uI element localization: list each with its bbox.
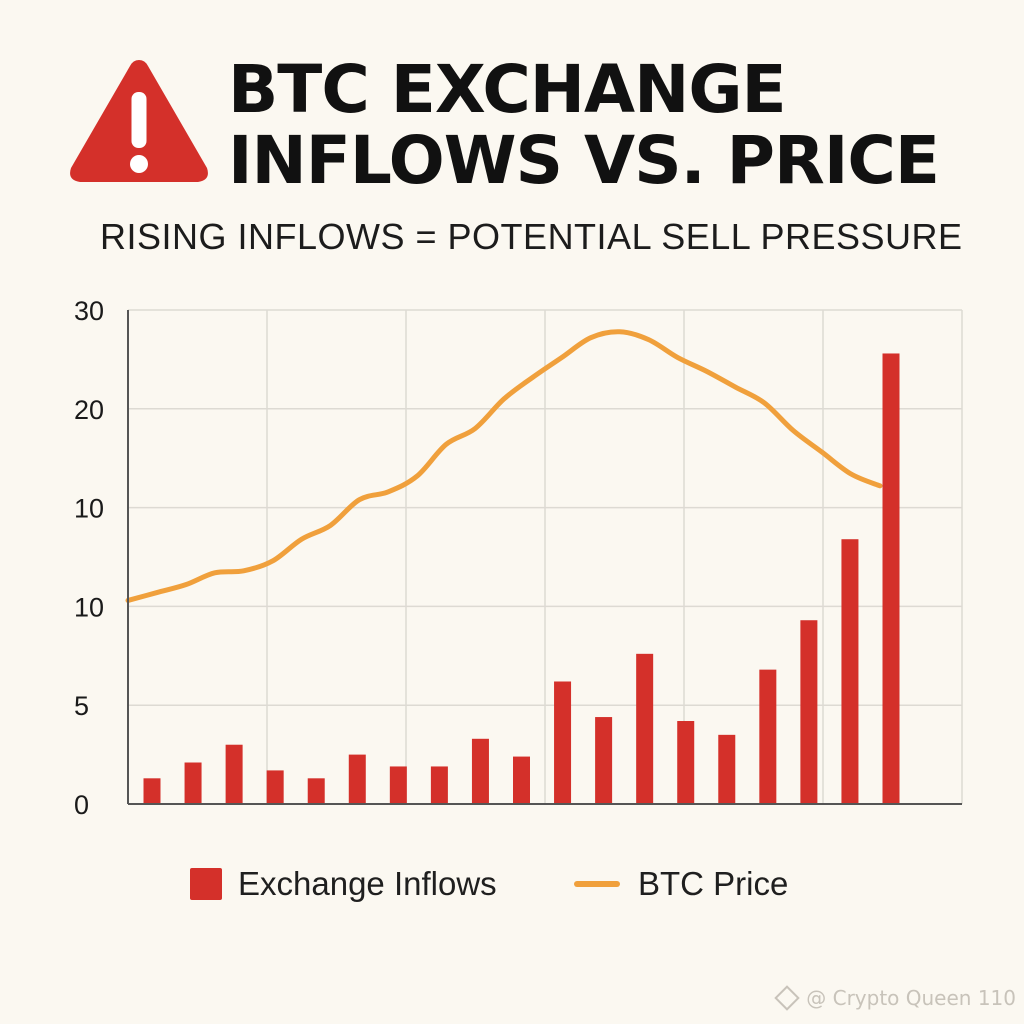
- page-title-line-1: BTC EXCHANGE: [228, 51, 787, 128]
- inflow-bar: [307, 778, 325, 804]
- chart-grid: [128, 309, 963, 805]
- y-axis-ticks: 0 5 10 10 20 30: [74, 296, 104, 820]
- inflow-bar: [513, 756, 530, 804]
- watermark: @ Crypto Queen 110: [774, 985, 1016, 1011]
- chart: 0 5 10 10 20 30: [74, 296, 963, 820]
- chart-axes: [127, 310, 962, 805]
- inflow-bar: [430, 766, 448, 804]
- page-title-line-2: INFLOWS VS. PRICE: [228, 122, 940, 199]
- legend-item-btc-price: BTC Price: [574, 864, 788, 904]
- subtitle: RISING INFLOWS = POTENTIAL SELL PRESSURE: [100, 216, 963, 257]
- inflow-bar: [595, 717, 613, 804]
- inflow-bar: [184, 762, 202, 804]
- watermark-text: @ Crypto Queen 110: [806, 986, 1016, 1010]
- y-tick-label: 10: [74, 592, 104, 622]
- y-tick-label: 20: [74, 395, 104, 425]
- inflow-bar: [841, 539, 859, 804]
- warning-icon: [70, 60, 208, 182]
- inflow-bar: [266, 770, 284, 804]
- inflow-bar: [882, 353, 900, 804]
- legend-item-exchange-inflows: Exchange Inflows: [190, 864, 497, 904]
- y-tick-label: 30: [74, 296, 104, 326]
- inflow-bar: [389, 766, 407, 804]
- inflow-bar: [471, 738, 489, 804]
- y-tick-label: 5: [74, 691, 89, 721]
- inflow-bars: [143, 353, 900, 804]
- inflow-bar: [759, 669, 777, 804]
- inflow-bar: [636, 653, 654, 804]
- inflow-bar: [348, 754, 366, 804]
- legend-bar-swatch: [190, 868, 222, 900]
- watermark-logo-icon: [774, 985, 800, 1011]
- legend-label-inflows: Exchange Inflows: [238, 865, 497, 902]
- legend-line-swatch: [574, 881, 620, 887]
- legend-label-price: BTC Price: [638, 865, 789, 902]
- inflow-bar: [225, 744, 243, 804]
- inflow-bar: [677, 721, 695, 804]
- inflow-bar: [554, 681, 572, 804]
- y-tick-label: 10: [74, 494, 104, 524]
- btc-price-line: [125, 329, 883, 603]
- inflow-bar: [143, 778, 161, 804]
- inflow-bar: [800, 620, 818, 804]
- inflow-bar: [718, 734, 736, 804]
- y-tick-label: 0: [74, 790, 89, 820]
